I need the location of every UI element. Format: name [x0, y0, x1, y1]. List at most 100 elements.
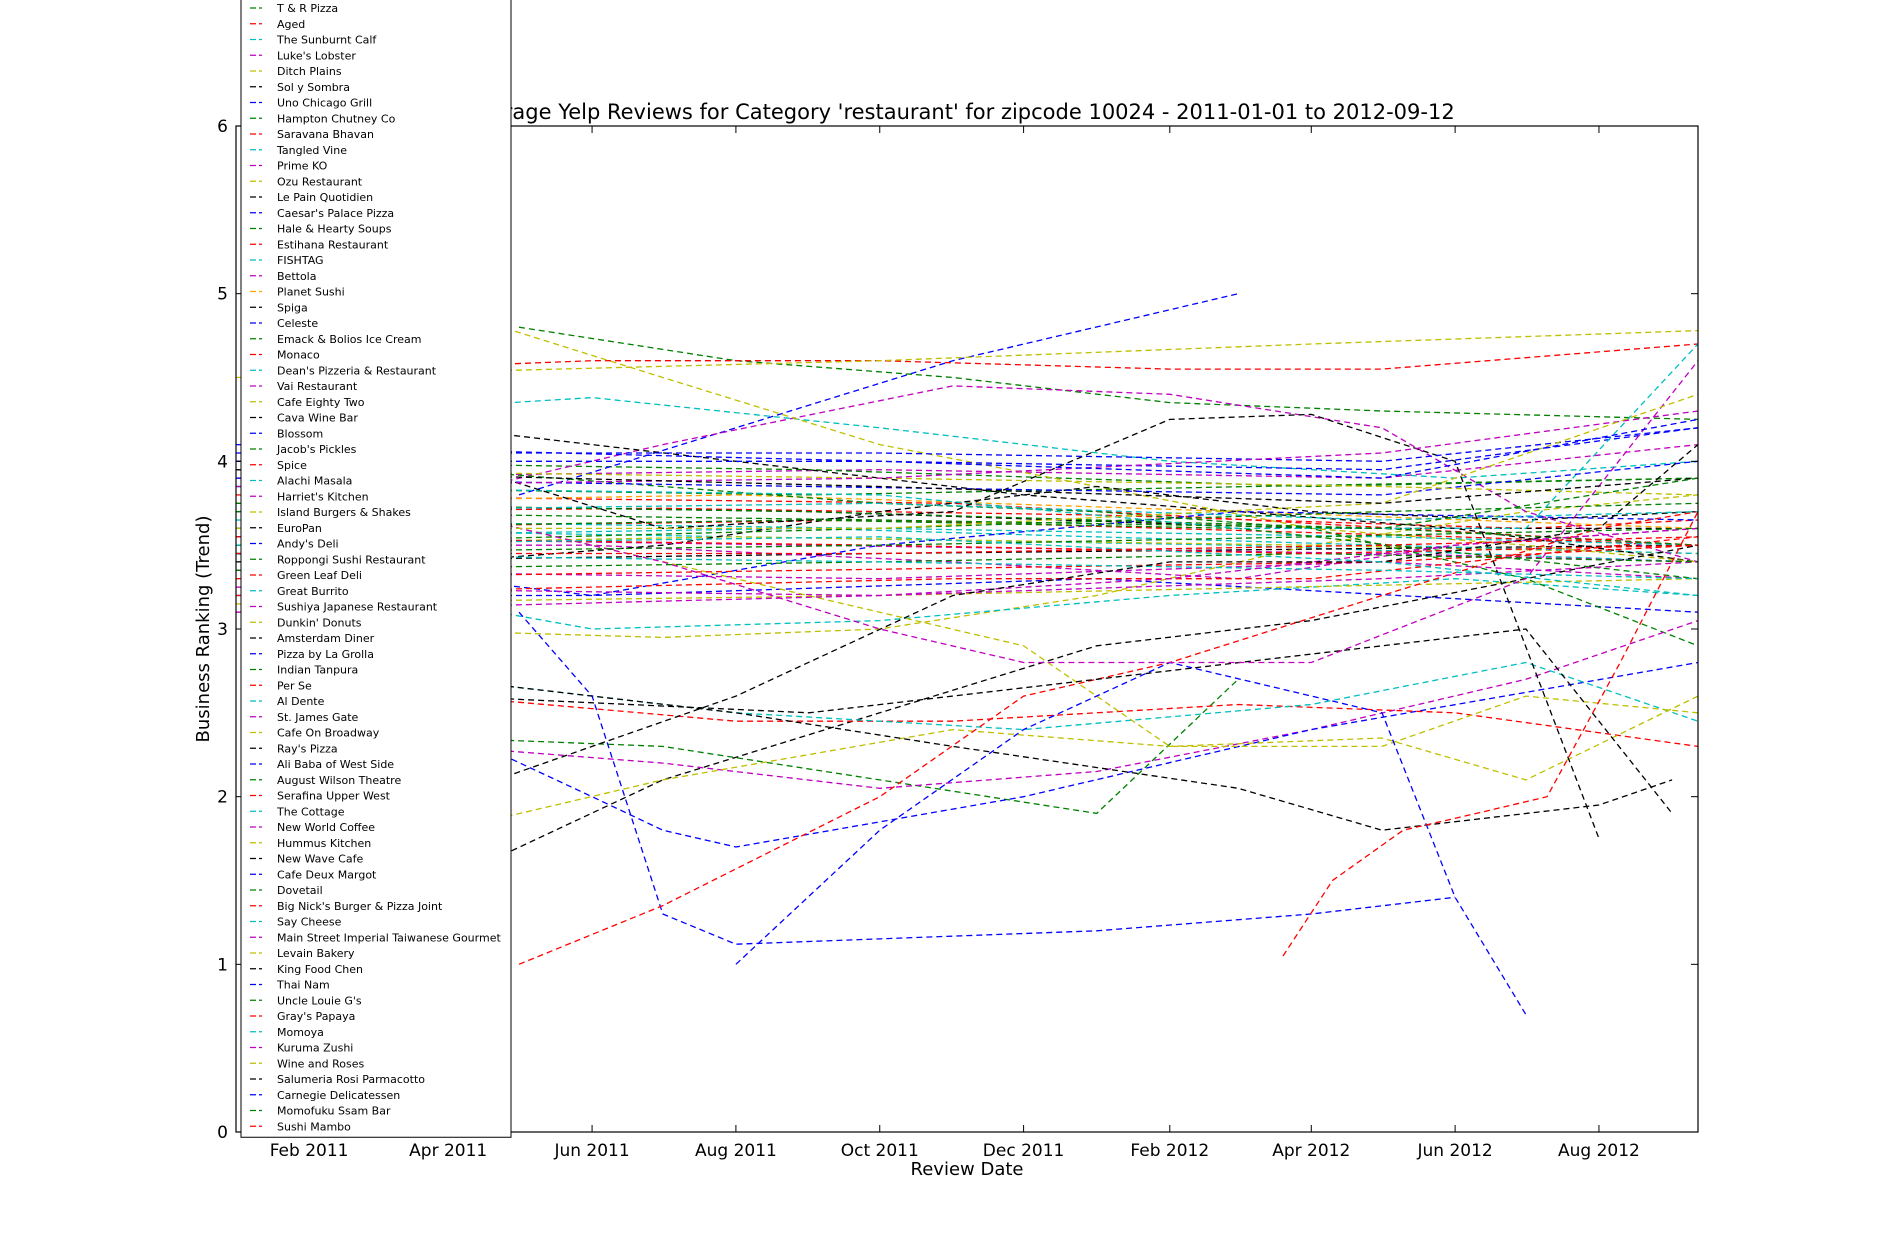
- legend-label: Main Street Imperial Taiwanese Gourmet: [277, 931, 501, 944]
- legend-label: Indian Tanpura: [277, 664, 358, 677]
- legend-label: Salumeria Rosi Parmacotto: [277, 1073, 425, 1086]
- x-tick-label: Aug 2011: [695, 1141, 777, 1161]
- legend-label: Sol y Sombra: [277, 81, 350, 94]
- series-line: [518, 326, 1699, 421]
- legend-label: Roppongi Sushi Restaurant: [277, 553, 426, 566]
- legend-label: Spice: [277, 459, 307, 472]
- series-line: [235, 527, 1699, 555]
- legend-label: Vai Restaurant: [277, 380, 358, 393]
- legend-label: The Cottage: [276, 805, 345, 818]
- series-line: [235, 494, 1699, 530]
- x-axis: Feb 2011 Apr 2011 Jun 2011 Aug 2011 Oct 2011…: [270, 126, 1640, 1161]
- legend-label: Ali Baba of West Side: [277, 758, 394, 771]
- x-tick-label: Oct 2011: [841, 1141, 919, 1161]
- series-line: [235, 460, 1699, 488]
- legend-label: Tangled Vine: [276, 144, 347, 157]
- legend-label: Jacob's Pickles: [276, 443, 357, 456]
- series-line: [448, 485, 1699, 563]
- legend-label: Cava Wine Bar: [277, 412, 358, 425]
- series-line: [235, 460, 1699, 496]
- legend-label: Ozu Restaurant: [277, 175, 363, 188]
- legend-label: T & R Pizza: [276, 2, 338, 15]
- series-line: [448, 695, 1699, 748]
- legend-label: Estihana Restaurant: [277, 238, 389, 251]
- legend-label: Luke's Lobster: [277, 49, 356, 62]
- series-line: [448, 628, 1673, 814]
- series-line: [235, 544, 1699, 580]
- legend-label: Gray's Papaya: [277, 1010, 355, 1023]
- legend-label: Andy's Deli: [277, 538, 339, 551]
- series-line: [235, 552, 1699, 571]
- y-axis-label: Business Ranking (Trend): [193, 516, 214, 743]
- series-group: [235, 293, 1699, 1015]
- legend: T & R Pizza Aged The Sunburnt Calf Luke's L…: [240, 0, 512, 1138]
- series-line: [448, 510, 1699, 748]
- series-line: [235, 502, 1699, 521]
- y-tick-label: 2: [217, 788, 228, 808]
- x-tick-label: Apr 2012: [1272, 1141, 1350, 1161]
- legend-label: Cafe Eighty Two: [277, 396, 365, 409]
- y-tick-label: 3: [217, 620, 228, 640]
- legend-label: Great Burrito: [277, 585, 349, 598]
- legend-label: Blossom: [277, 427, 323, 440]
- legend-label: Wine and Roses: [277, 1057, 364, 1070]
- legend-label: New Wave Cafe: [277, 853, 363, 866]
- legend-label: Cafe Deux Margot: [277, 868, 377, 881]
- legend-label: Amsterdam Diner: [277, 632, 375, 645]
- series-line: [235, 502, 1699, 546]
- series-line: [235, 494, 1699, 546]
- series-line: [235, 552, 1699, 580]
- series-line: [375, 343, 1699, 370]
- y-tick-label: 1: [217, 955, 228, 975]
- series-line: [518, 510, 1699, 965]
- legend-label: Momoya: [277, 1026, 324, 1039]
- series-line: [235, 536, 1699, 597]
- legend-label: Big Nick's Burger & Pizza Joint: [277, 900, 443, 913]
- series-line: [235, 519, 1699, 580]
- legend-label: Per Se: [277, 679, 312, 692]
- legend-label: Emack & Bolios Ice Cream: [277, 333, 421, 346]
- legend-label: Dunkin' Donuts: [277, 616, 362, 629]
- legend-label: Momofuku Ssam Bar: [277, 1105, 391, 1118]
- series-line: [235, 527, 1699, 613]
- legend-label: Monaco: [277, 349, 320, 362]
- legend-label: Harriet's Kitchen: [277, 490, 369, 503]
- series-line: [235, 469, 1699, 504]
- series-line: [235, 477, 1699, 530]
- legend-label: Spiga: [277, 301, 308, 314]
- series-line: [236, 578, 1699, 613]
- series-line: [235, 410, 1699, 488]
- series-line: [448, 385, 1699, 563]
- series-line: [448, 413, 1600, 839]
- legend-label: Uno Chicago Grill: [277, 97, 372, 110]
- series-line: [235, 527, 1699, 555]
- legend-label: Al Dente: [277, 695, 325, 708]
- series-line: [448, 695, 1699, 831]
- series-line: [447, 444, 1699, 798]
- legend-label: Bettola: [277, 270, 316, 283]
- y-tick-label: 5: [217, 285, 228, 305]
- legend-label: Prime KO: [277, 160, 328, 173]
- legend-label: Island Burgers & Shakes: [277, 506, 411, 519]
- x-tick-label: Jun 2012: [1417, 1141, 1493, 1161]
- legend-label: Ray's Pizza: [277, 742, 338, 755]
- legend-label: Hale & Hearty Soups: [277, 223, 392, 236]
- x-tick-label: Apr 2011: [409, 1141, 487, 1161]
- legend-label: St. James Gate: [277, 711, 359, 724]
- series-line: [1282, 511, 1699, 957]
- series-line: [375, 396, 1699, 479]
- series-line: [235, 343, 1699, 530]
- legend-label: Serafina Upper West: [277, 790, 391, 803]
- series-line: [235, 329, 1699, 379]
- series-line: [448, 619, 1699, 789]
- series-line: [235, 418, 1699, 479]
- series-line: [308, 578, 1699, 630]
- legend-label: August Wilson Theatre: [277, 774, 401, 787]
- y-axis: 0 1 2 3 4 5 6: [217, 117, 1698, 1143]
- legend-label: Dovetail: [277, 884, 323, 897]
- legend-label: Cafe On Broadway: [277, 727, 380, 740]
- chart-title: Average Yelp Reviews for Category 'resta…: [465, 100, 1454, 124]
- legend-label: Carnegie Delicatessen: [277, 1089, 400, 1102]
- legend-label: King Food Chen: [277, 963, 363, 976]
- legend-label: Alachi Masala: [277, 475, 352, 488]
